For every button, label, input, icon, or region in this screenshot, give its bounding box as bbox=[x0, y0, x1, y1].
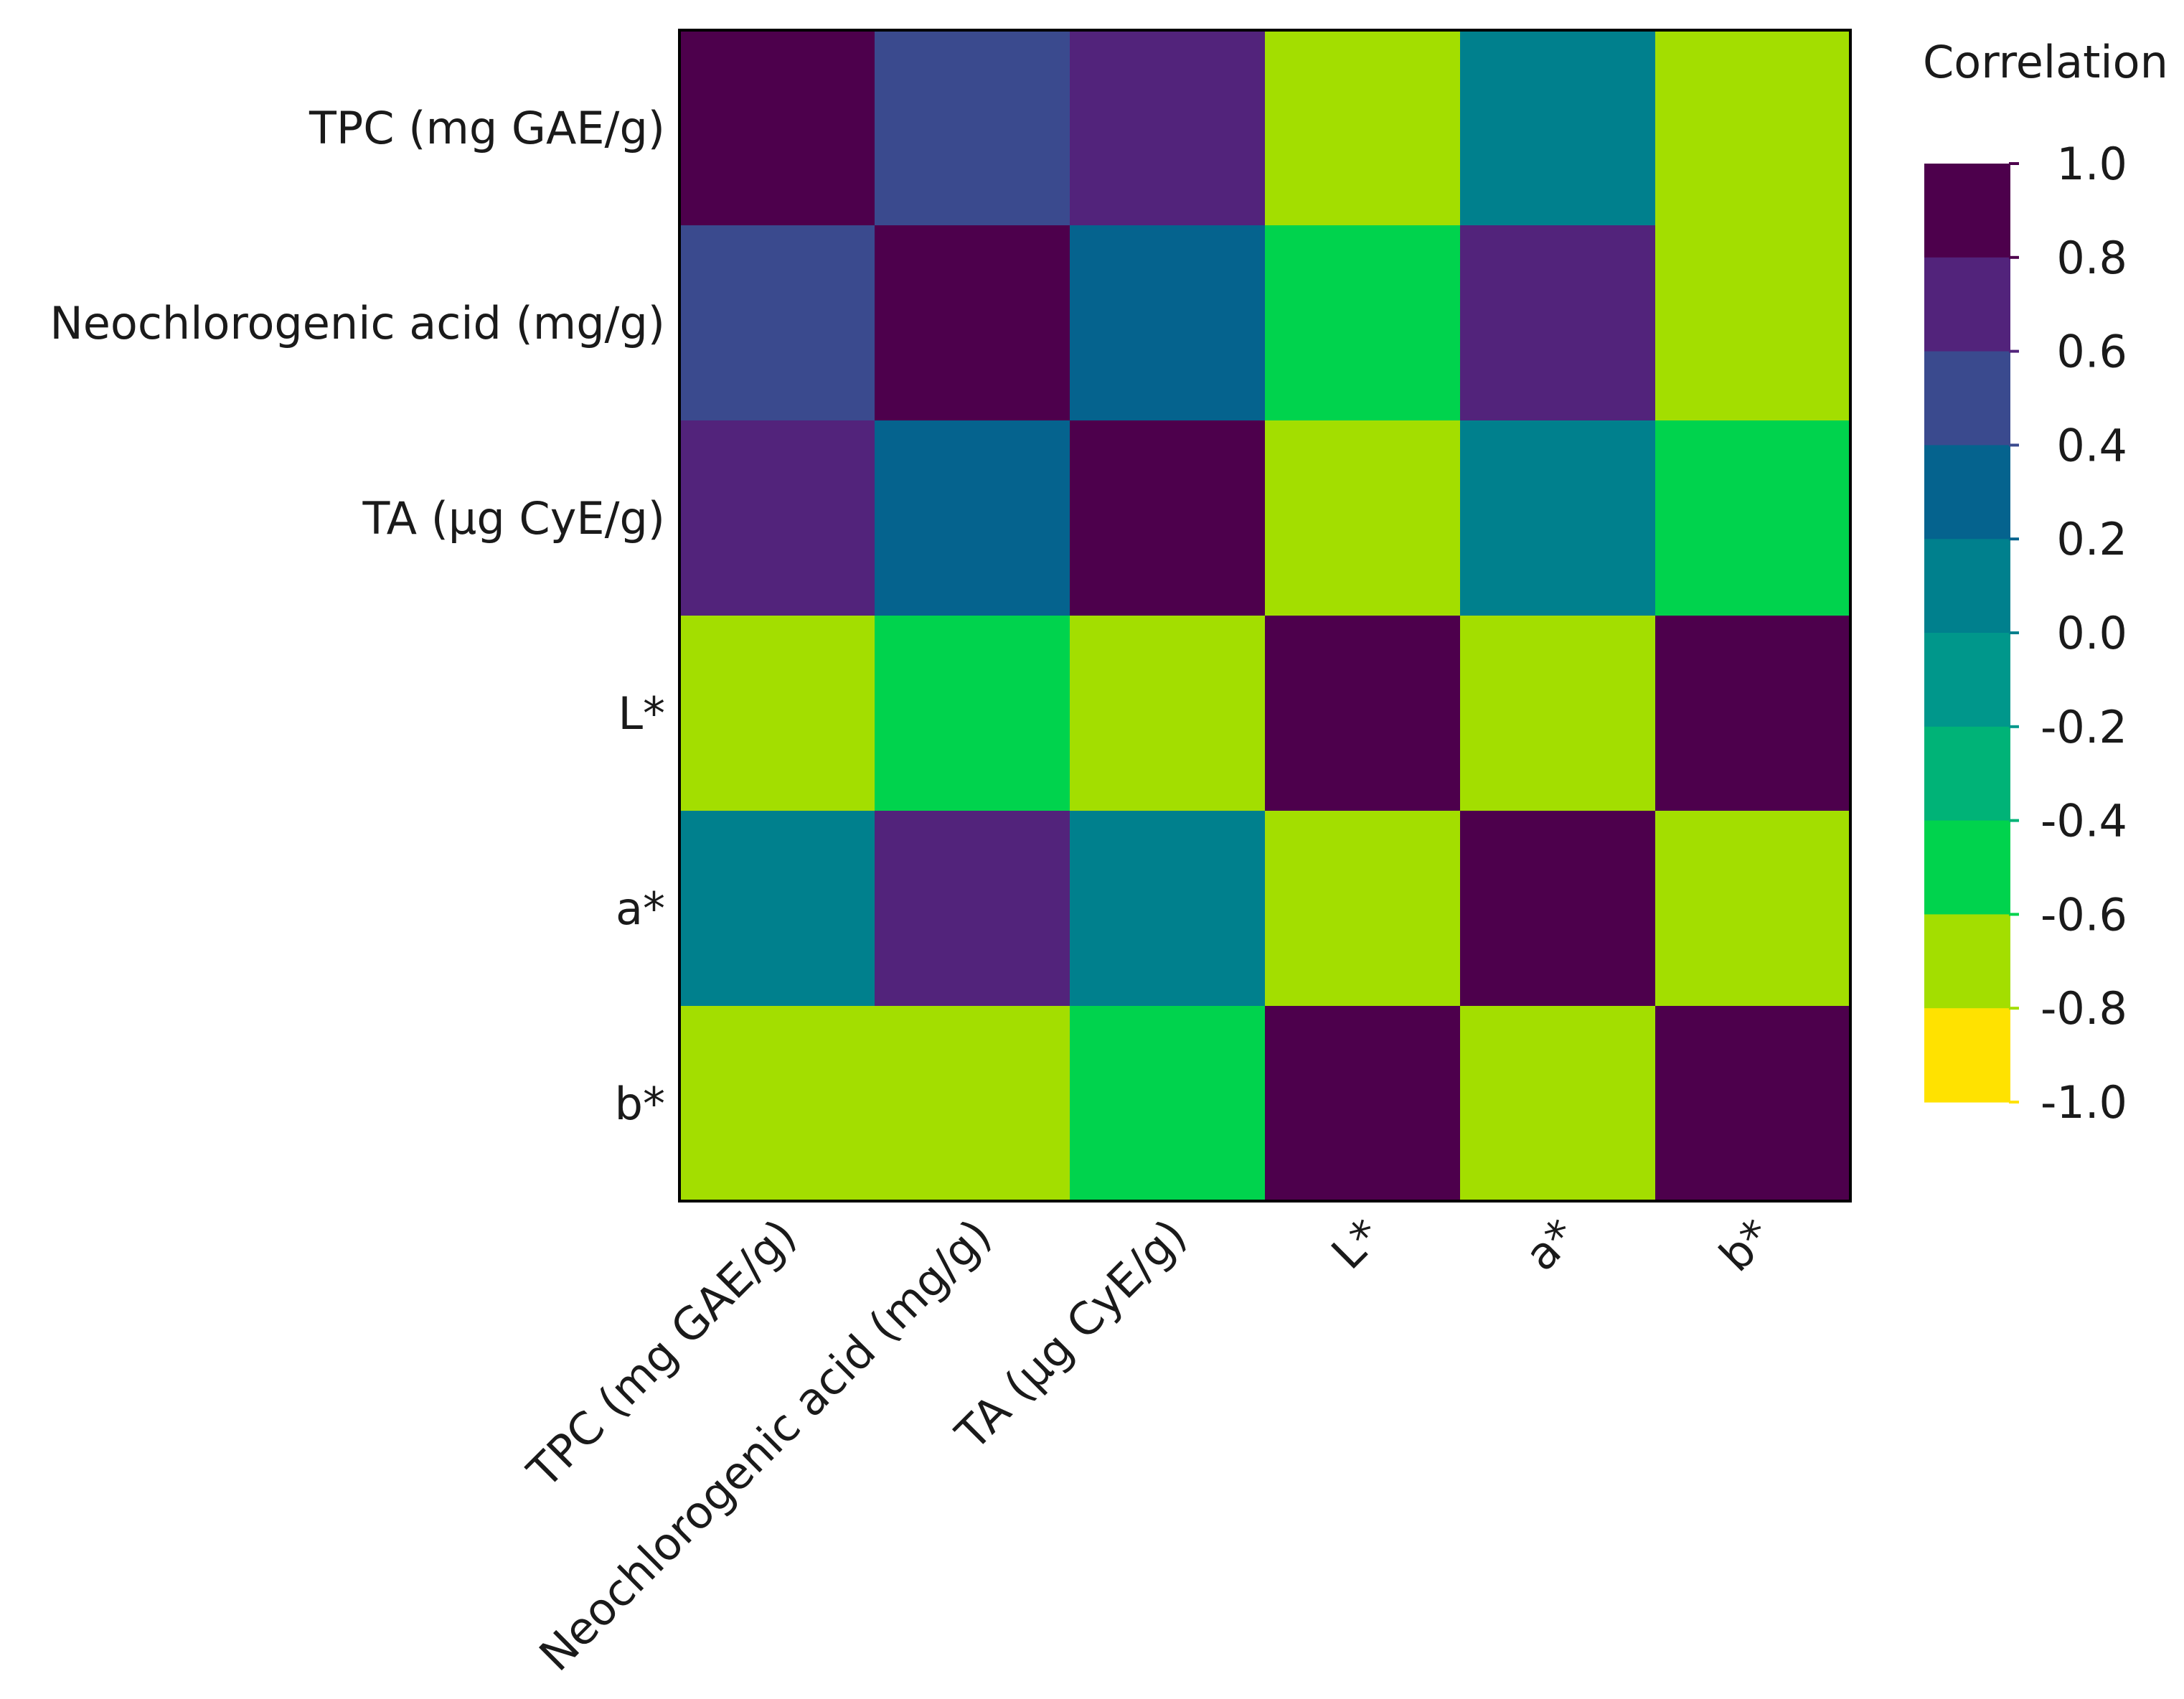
heatmap-cell-r0-c1 bbox=[875, 30, 1070, 226]
heatmap-cell-r5-c3 bbox=[1265, 1006, 1461, 1202]
plot-frame bbox=[678, 29, 1852, 1203]
heatmap-cell-r0-c0 bbox=[679, 30, 875, 226]
heatmap-cell-r5-c0 bbox=[679, 1006, 875, 1202]
heatmap-cell-r3-c0 bbox=[679, 616, 875, 811]
legend-band-0 bbox=[1924, 164, 2010, 258]
legend-tick-label-4: 0.2 bbox=[2056, 513, 2127, 565]
legend-band-3 bbox=[1924, 445, 2010, 540]
heatmap-cell-r0-c2 bbox=[1070, 30, 1266, 226]
legend-band-8 bbox=[1924, 914, 2010, 1009]
heatmap-cell-r0-c4 bbox=[1460, 30, 1656, 226]
y-tick-label-4: a* bbox=[616, 883, 665, 935]
legend-band-7 bbox=[1924, 820, 2010, 915]
y-axis-labels: TPC (mg GAE/g) Neochlorogenic acid (mg/g)… bbox=[50, 102, 665, 1130]
heatmap-cell-r1-c1 bbox=[875, 225, 1070, 421]
heatmap-cell-r2-c5 bbox=[1655, 420, 1851, 616]
heatmap-cell-r5-c1 bbox=[875, 1006, 1070, 1202]
x-axis-labels: TPC (mg GAE/g)Neochlorogenic acid (mg/g)… bbox=[517, 1209, 1782, 1681]
heatmap-cell-r4-c0 bbox=[679, 811, 875, 1007]
x-tick-label-5: b* bbox=[1709, 1209, 1781, 1281]
heatmap-cell-r1-c5 bbox=[1655, 225, 1851, 421]
y-tick-label-3: L* bbox=[618, 687, 665, 740]
legend-tick-label-2: 0.6 bbox=[2056, 326, 2127, 378]
heatmap-cell-r3-c4 bbox=[1460, 616, 1656, 811]
heatmap-cell-r5-c5 bbox=[1655, 1006, 1851, 1202]
heatmap-cell-r2-c0 bbox=[679, 420, 875, 616]
x-tick-label-3: L* bbox=[1322, 1209, 1392, 1279]
legend-title: Correlation bbox=[1923, 36, 2168, 88]
legend-tick-label-10: -1.0 bbox=[2041, 1076, 2127, 1129]
heatmap-cell-r0-c3 bbox=[1265, 30, 1461, 226]
heatmap-cell-r1-c0 bbox=[679, 225, 875, 421]
heatmap-cell-r5-c2 bbox=[1070, 1006, 1266, 1202]
heatmap-cell-r0-c5 bbox=[1655, 30, 1851, 226]
legend-band-4 bbox=[1924, 539, 2010, 634]
legend-tick-label-8: -0.6 bbox=[2041, 888, 2127, 941]
heatmap-cells bbox=[679, 30, 1851, 1202]
heatmap-cell-r4-c2 bbox=[1070, 811, 1266, 1007]
heatmap-cell-r4-c5 bbox=[1655, 811, 1851, 1007]
y-tick-label-5: b* bbox=[615, 1078, 665, 1130]
legend-band-6 bbox=[1924, 726, 2010, 822]
legend-band-1 bbox=[1924, 257, 2010, 352]
heatmap-cell-r1-c3 bbox=[1265, 225, 1461, 421]
heatmap-cell-r4-c3 bbox=[1265, 811, 1461, 1007]
heatmap-cell-r3-c2 bbox=[1070, 616, 1266, 811]
heatmap-cell-r4-c4 bbox=[1460, 811, 1656, 1007]
heatmap-cell-r2-c1 bbox=[875, 420, 1070, 616]
heatmap-cell-r5-c4 bbox=[1460, 1006, 1656, 1202]
heatmap-cell-r4-c1 bbox=[875, 811, 1070, 1007]
heatmap-cell-r3-c1 bbox=[875, 616, 1070, 811]
legend-band-5 bbox=[1924, 633, 2010, 728]
x-tick-label-4: a* bbox=[1515, 1209, 1586, 1281]
y-tick-label-2: TA (µg CyE/g) bbox=[362, 492, 665, 545]
legend-tick-label-6: -0.2 bbox=[2041, 701, 2127, 753]
legend-tick-label-1: 0.8 bbox=[2056, 232, 2127, 284]
heatmap-cell-r1-c2 bbox=[1070, 225, 1266, 421]
heatmap-cell-r1-c4 bbox=[1460, 225, 1656, 421]
legend-band-2 bbox=[1924, 351, 2010, 446]
y-tick-label-0: TPC (mg GAE/g) bbox=[309, 102, 665, 154]
legend-band-9 bbox=[1924, 1008, 2010, 1103]
heatmap-cell-r2-c2 bbox=[1070, 420, 1266, 616]
legend-tick-label-7: -0.4 bbox=[2041, 795, 2127, 847]
legend-tick-label-5: 0.0 bbox=[2056, 607, 2127, 659]
legend-ticks: 1.0 0.8 0.6 0.4 0.2 0.0 -0.2 -0.4 -0.6 -0.8 -1.0 bbox=[2009, 138, 2127, 1129]
legend-tick-label-0: 1.0 bbox=[2056, 138, 2127, 190]
heatmap-cell-r2-c3 bbox=[1265, 420, 1461, 616]
y-tick-label-1: Neochlorogenic acid (mg/g) bbox=[50, 297, 665, 349]
heatmap-cell-r3-c5 bbox=[1655, 616, 1851, 811]
legend-tick-label-3: 0.4 bbox=[2056, 419, 2127, 471]
heatmap-cell-r3-c3 bbox=[1265, 616, 1461, 811]
heatmap-cell-r2-c4 bbox=[1460, 420, 1656, 616]
legend-tick-label-9: -0.8 bbox=[2041, 982, 2127, 1035]
legend-colorbar bbox=[1924, 164, 2010, 1103]
